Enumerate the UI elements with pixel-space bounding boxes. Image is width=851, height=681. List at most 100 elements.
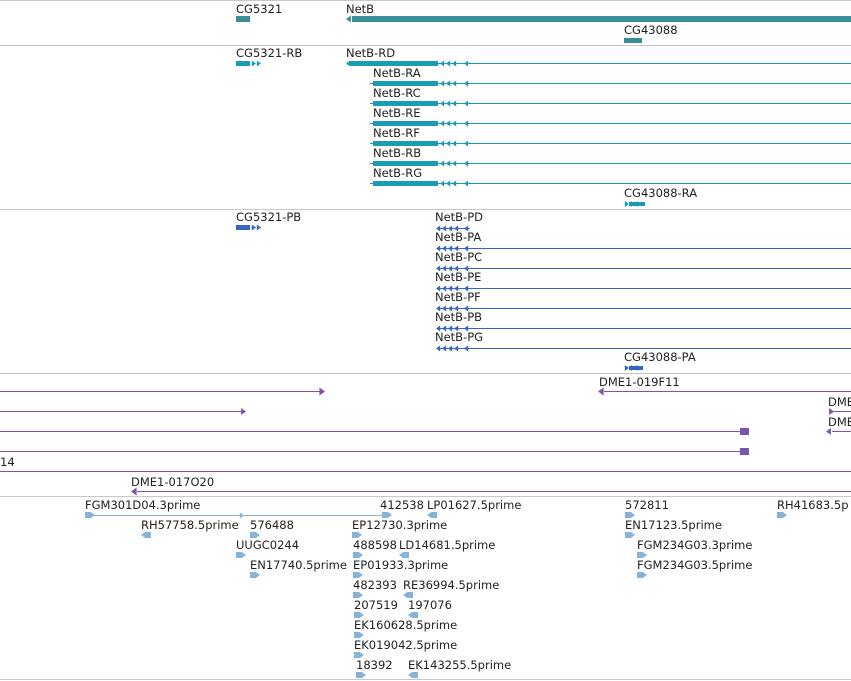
est-ep12730-3prime[interactable]: EP12730.3prime <box>352 518 447 538</box>
transcript-cg5321-rb[interactable]: CG5321-RB <box>236 46 302 67</box>
gene-netb-bar <box>352 16 851 22</box>
est-fgm234g03-5prime[interactable]: FGM234G03.5prime <box>637 558 752 578</box>
strand-arrow-icon <box>436 265 441 272</box>
strand-arrow-icon <box>440 120 445 127</box>
clone-end <box>740 428 749 435</box>
gene-cg5321-label: CG5321 <box>236 2 282 16</box>
est-arrow-icon <box>239 512 244 519</box>
transcript-netb-rc[interactable]: NetB-RC <box>370 86 851 107</box>
est-fgm234g03-3prime[interactable]: FGM234G03.3prime <box>637 538 752 558</box>
est-207519[interactable]: 207519 <box>354 598 398 618</box>
est-arrow-icon <box>387 512 392 518</box>
clone-14[interactable]: 14 <box>0 455 851 472</box>
strand-arrow-icon <box>448 285 453 292</box>
est-en17740-5prime[interactable]: EN17740.5prime <box>250 558 347 578</box>
est-ek019042-5prime[interactable]: EK019042.5prime <box>354 638 457 658</box>
gene-netb[interactable]: NetB <box>346 2 851 23</box>
strand-arrow-icon <box>440 140 445 147</box>
transcript-netb-re-label: NetB-RE <box>373 106 420 120</box>
protein-netb-pc[interactable]: NetB-PC <box>435 250 851 272</box>
gene-cg43088[interactable]: CG43088 <box>624 23 678 43</box>
transcript-exon <box>373 141 438 146</box>
transcript-netb-rg-label: NetB-RG <box>373 166 422 180</box>
est-arrow-icon <box>241 552 246 558</box>
est-re36994-5prime[interactable]: RE36994.5prime <box>403 578 499 598</box>
est-arrow-icon <box>408 612 413 618</box>
est-18392[interactable]: 18392 <box>356 658 393 678</box>
clone-dme1-017o20[interactable]: DME1-017O20 <box>131 475 851 496</box>
transcript-netb-rb[interactable]: NetB-RB <box>370 146 851 167</box>
est-arrow-icon <box>358 572 363 578</box>
strand-arrow-icon <box>440 180 445 187</box>
protein-netb-pe[interactable]: NetB-PE <box>435 270 851 292</box>
clone-row-4[interactable] <box>0 448 749 455</box>
strand-arrow-icon <box>464 60 469 67</box>
est-block <box>353 552 359 558</box>
strand-arrow-icon <box>442 245 447 252</box>
est-lp01627-5prime[interactable]: LP01627.5prime <box>427 498 521 518</box>
est-label: RH57758.5prime <box>141 518 239 532</box>
clone-dme-right[interactable]: DME <box>828 395 851 415</box>
est-rh41683-5p[interactable]: RH41683.5p <box>777 498 849 518</box>
protein-netb-pb[interactable]: NetB-PB <box>435 310 851 332</box>
clone-row-2[interactable] <box>0 408 246 415</box>
est-arrow-icon <box>642 572 647 578</box>
strand-arrow-icon <box>464 225 469 232</box>
clone-arrow-icon <box>739 428 744 435</box>
strand-arrow-icon <box>446 120 451 127</box>
protein-cg5321-pb[interactable]: CG5321-PB <box>236 210 301 231</box>
est-572811[interactable]: 572811 <box>625 498 669 518</box>
clone-row-1[interactable] <box>0 387 325 396</box>
est-ld14681-5prime[interactable]: LD14681.5prime <box>399 538 495 558</box>
protein-netb-pd[interactable]: NetB-PD <box>435 210 483 232</box>
strand-arrow-icon <box>346 60 351 67</box>
est-label: RE36994.5prime <box>403 578 499 592</box>
transcript-netb-rg[interactable]: NetB-RG <box>370 166 851 187</box>
transcript-netb-rf[interactable]: NetB-RF <box>370 126 851 147</box>
est-ek160628-5prime[interactable]: EK160628.5prime <box>354 618 457 638</box>
protein-netb-pf[interactable]: NetB-PF <box>435 290 851 312</box>
est-label: LP01627.5prime <box>427 498 521 512</box>
est-arrow-icon <box>359 612 364 618</box>
clone-dme-label: DME <box>828 395 851 409</box>
clone-row-3[interactable] <box>0 428 749 435</box>
protein-netb-pg[interactable]: NetB-PG <box>435 330 851 352</box>
est-block <box>354 652 360 658</box>
est-rh57758-5prime[interactable]: RH57758.5prime <box>141 518 239 538</box>
est-label: 488598 <box>353 538 397 552</box>
strand-arrow-icon <box>464 160 469 167</box>
clone-dme1-019f11[interactable]: DME1-019F11 <box>598 375 851 396</box>
est-fgm301d04-3prime[interactable]: FGM301D04.3prime <box>85 498 388 519</box>
transcript-cg43088-ra[interactable]: CG43088-RA <box>624 186 697 207</box>
strand-arrow-icon <box>446 100 451 107</box>
strand-arrow-icon <box>436 325 441 332</box>
clone-arrow-icon <box>131 487 137 496</box>
transcript-netb-ra[interactable]: NetB-RA <box>370 66 851 87</box>
est-576488[interactable]: 576488 <box>250 518 294 538</box>
est-arrow-icon <box>358 592 363 598</box>
est-en17123-5prime[interactable]: EN17123.5prime <box>625 518 722 538</box>
est-block <box>354 612 360 618</box>
protein-body <box>236 225 250 230</box>
protein-cg43088-pa[interactable]: CG43088-PA <box>624 350 696 371</box>
est-arrow-icon <box>399 552 404 558</box>
gene-cg5321[interactable]: CG5321 <box>236 2 282 22</box>
strand-arrow-icon <box>448 245 453 252</box>
est-block <box>356 672 362 678</box>
transcript-netb-rd[interactable]: NetB-RD <box>346 46 851 67</box>
strand-arrow-icon <box>442 345 447 352</box>
transcript-netb-re[interactable]: NetB-RE <box>370 106 851 127</box>
est-197076[interactable]: 197076 <box>408 598 452 618</box>
est-482393[interactable]: 482393 <box>353 578 397 598</box>
est-block <box>353 592 359 598</box>
clone-dme-left[interactable]: DME <box>826 415 851 435</box>
protein-netb-pa[interactable]: NetB-PA <box>435 230 851 252</box>
est-412538[interactable]: 412538 <box>380 498 424 518</box>
est-uugc0244[interactable]: UUGC0244 <box>236 538 299 558</box>
est-ek143255-5prime[interactable]: EK143255.5prime <box>408 658 511 678</box>
strand-arrow-icon <box>251 224 256 231</box>
est-488598[interactable]: 488598 <box>353 538 397 558</box>
est-block <box>352 532 358 538</box>
est-ep01933-3prime[interactable]: EP01933.3prime <box>353 558 448 578</box>
